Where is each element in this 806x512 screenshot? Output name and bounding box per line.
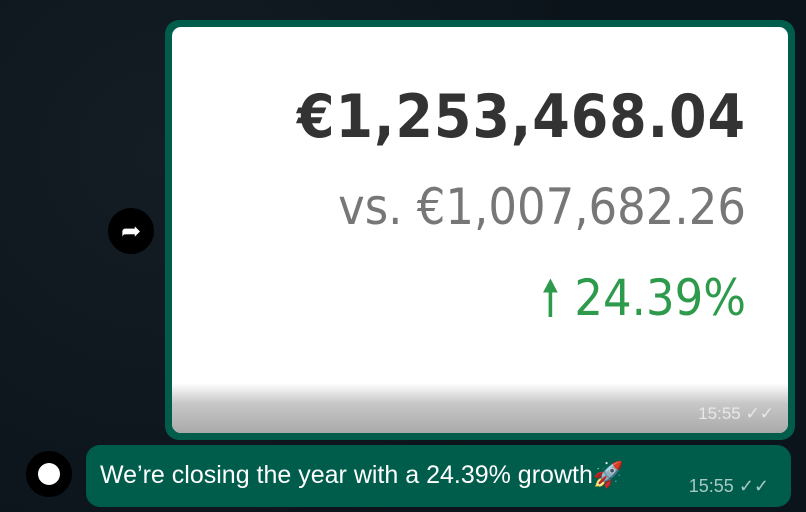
image-message-bubble[interactable]: €1,253,468.04 vs. €1,007,682.26 🠕 24.39%… [165, 20, 795, 440]
message-image[interactable]: €1,253,468.04 vs. €1,007,682.26 🠕 24.39%… [172, 27, 788, 433]
image-shade [172, 383, 788, 433]
message-time: 15:55 ✓✓ [688, 476, 769, 496]
smiley-icon [38, 463, 60, 485]
message-text: We’re closing the year with a 24.39% gro… [100, 461, 624, 489]
comparison-text: vs. €1,007,682.26 [338, 178, 746, 236]
forward-icon: ➦ [120, 217, 142, 245]
double-check-icon: ✓✓ [745, 404, 775, 423]
forward-button[interactable]: ➦ [108, 208, 154, 254]
arrow-up-icon: 🠕 [540, 269, 575, 327]
emoji-reaction-button[interactable] [26, 451, 72, 497]
text-message-bubble[interactable]: We’re closing the year with a 24.39% gro… [86, 445, 791, 507]
message-time: 15:55 ✓✓ [698, 404, 775, 423]
change-text: 🠕 24.39% [540, 269, 746, 327]
double-check-icon: ✓✓ [738, 476, 769, 496]
amount-text: €1,253,468.04 [297, 82, 746, 152]
